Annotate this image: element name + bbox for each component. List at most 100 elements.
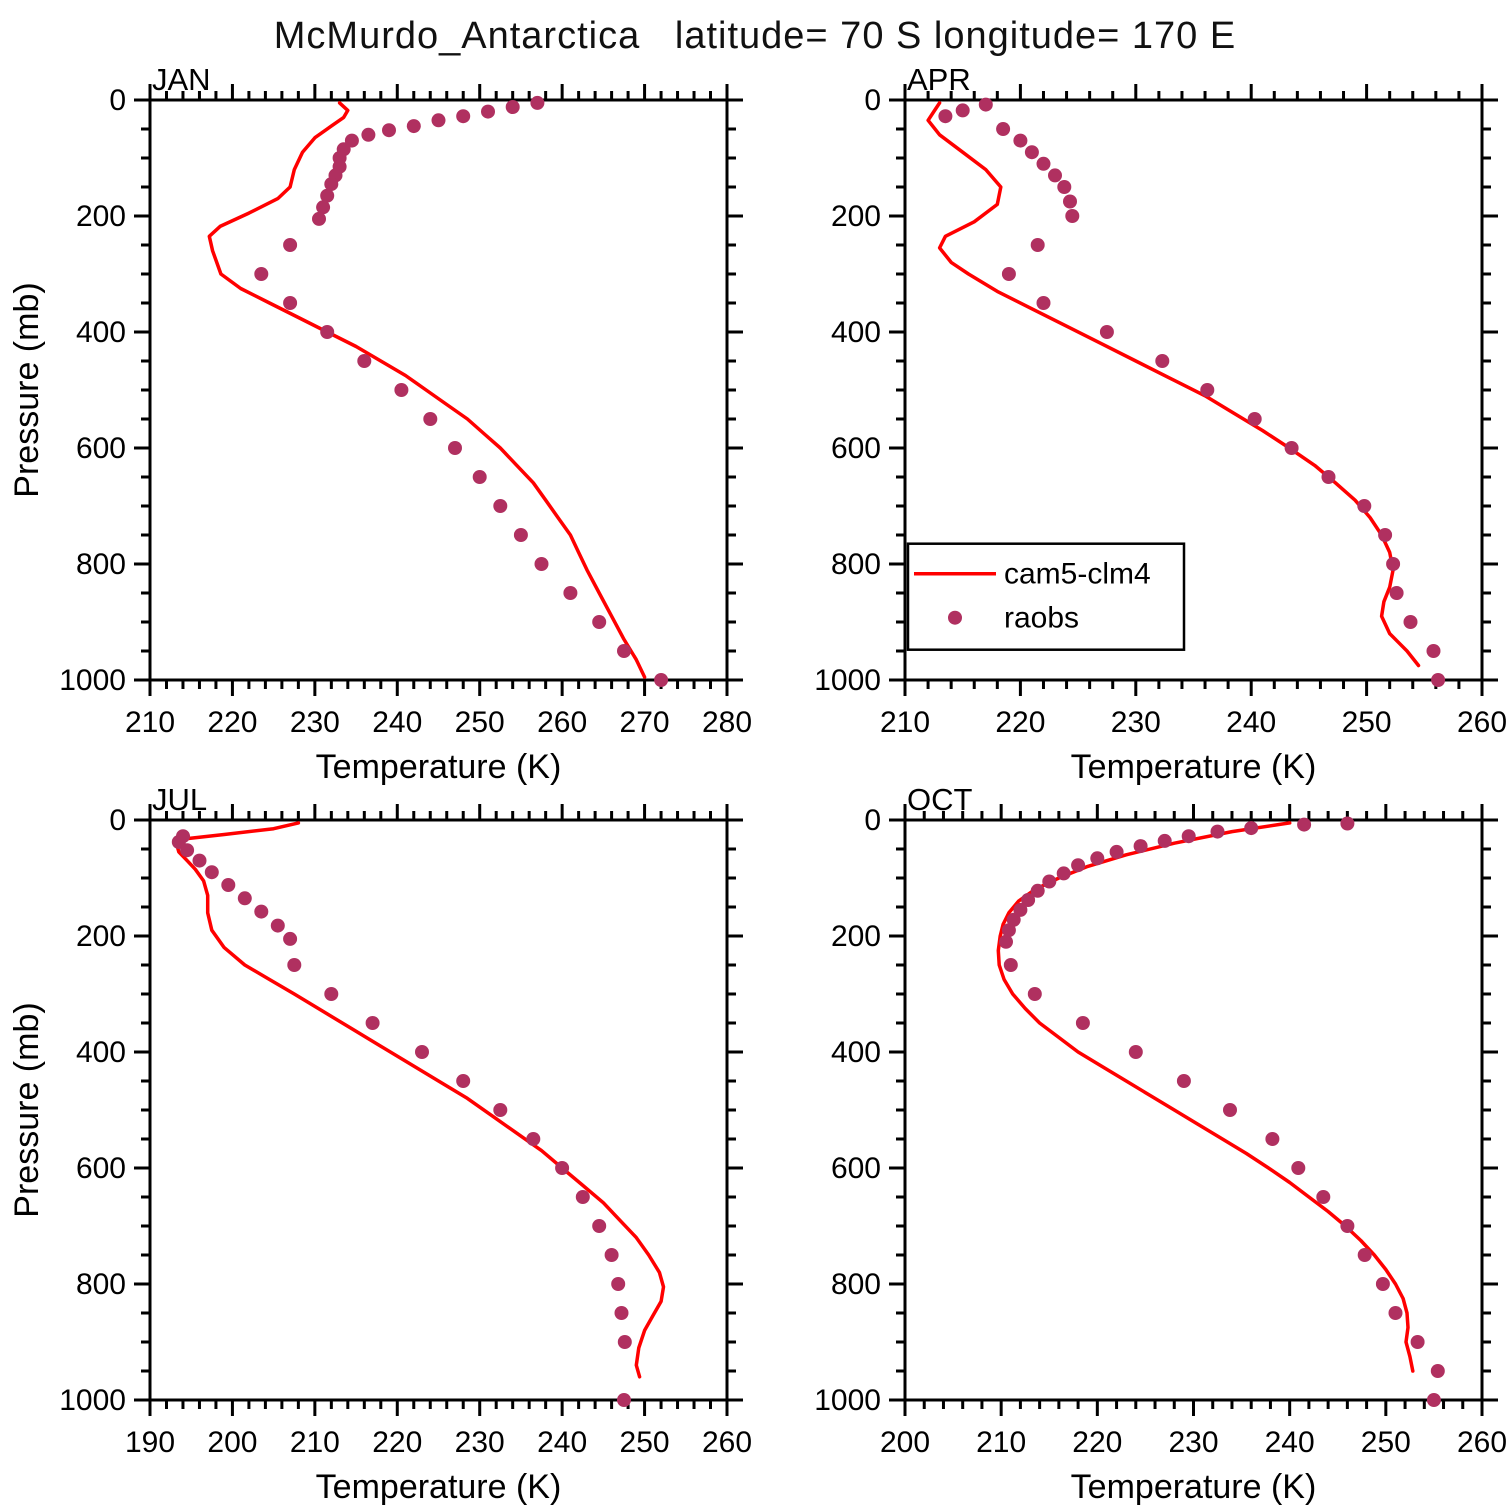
x-axis-title: Temperature (K) — [1071, 1468, 1317, 1506]
x-tick-label: 260 — [1457, 706, 1507, 739]
obs-point — [1013, 133, 1028, 148]
obs-point — [1001, 267, 1016, 281]
axes — [889, 84, 1498, 696]
obs-point — [1291, 1161, 1306, 1175]
obs-point — [1223, 1103, 1237, 1117]
legend: cam5-clm4 raobs — [906, 542, 1186, 651]
x-tick-label: 230 — [1111, 706, 1161, 739]
x-axis-title: Temperature (K) — [1071, 748, 1317, 786]
obs-point — [1003, 958, 1018, 972]
obs-point — [204, 865, 219, 880]
axes — [134, 804, 743, 1416]
y-tick-label: 600 — [831, 1152, 881, 1185]
obs-point — [431, 113, 446, 128]
obs-point — [283, 238, 298, 252]
obs-point — [324, 177, 339, 192]
obs-point — [1426, 644, 1441, 658]
obs-point — [555, 1161, 570, 1175]
obs-point — [1378, 528, 1393, 542]
x-tick-label: 230 — [1168, 1426, 1218, 1459]
obs-point — [1155, 354, 1170, 368]
x-tick-label: 240 — [537, 1426, 587, 1459]
y-tick-label: 800 — [831, 1268, 881, 1301]
obs-point — [287, 958, 302, 972]
obs-point — [1297, 817, 1312, 832]
obs-point — [344, 133, 359, 148]
obs-point — [316, 200, 331, 215]
y-tick-label: 200 — [76, 200, 126, 233]
obs-point — [365, 1016, 380, 1030]
x-tick-label: 230 — [455, 1426, 505, 1459]
obs-point — [320, 325, 335, 339]
obs-point — [1048, 168, 1062, 183]
obs-point — [1024, 145, 1039, 160]
panel-month-label: OCT — [907, 788, 973, 817]
x-tick-label: 210 — [976, 1426, 1026, 1459]
obs-point — [448, 441, 462, 455]
obs-point — [1181, 829, 1196, 844]
obs-point — [938, 109, 953, 124]
obs-point — [1042, 874, 1057, 889]
x-tick-label: 250 — [1361, 1426, 1411, 1459]
obs-point — [1128, 1045, 1143, 1059]
obs-point — [1340, 1219, 1355, 1233]
panel-month-label: APR — [907, 68, 971, 97]
model-line — [996, 821, 1415, 1373]
obs-point — [382, 123, 396, 138]
obs-point — [575, 1190, 590, 1204]
obs-point — [1071, 858, 1086, 873]
obs-point — [481, 104, 495, 119]
obs-point — [1200, 383, 1215, 397]
panel-svg-apr: 210 220 230 240 250 260 0 200 400 600 800 1000 Tempe… — [814, 68, 1507, 786]
figure-title: McMurdo_Antarctica latitude= 70 S longit… — [273, 15, 1237, 57]
x-tick-label: 240 — [1226, 706, 1276, 739]
obs-point — [1375, 1277, 1390, 1291]
x-tick-label: 270 — [620, 706, 670, 739]
obs-point — [423, 412, 438, 426]
obs-point — [505, 100, 520, 114]
obs-point — [1403, 615, 1418, 629]
obs-point — [1013, 902, 1028, 917]
obs-point — [1133, 839, 1148, 854]
y-tick-label: 200 — [831, 200, 881, 233]
model-line — [207, 101, 647, 679]
obs-points — [171, 829, 632, 1407]
obs-point — [1021, 893, 1036, 907]
legend-label-obs: raobs — [1004, 602, 1079, 635]
y-tick-label: 1000 — [814, 1384, 881, 1417]
obs-point — [254, 904, 269, 919]
obs-point — [955, 103, 970, 118]
chart-panel-apr: 210 220 230 240 250 260 0 200 400 600 800 1000 Tempe… — [755, 68, 1510, 788]
obs-point — [270, 918, 285, 933]
x-tick-label: 200 — [207, 1426, 257, 1459]
x-tick-label: 240 — [372, 706, 422, 739]
obs-point — [472, 470, 487, 484]
obs-point — [617, 1335, 632, 1349]
obs-point — [456, 1074, 471, 1088]
x-tick-label: 220 — [1072, 1426, 1122, 1459]
y-tick-label: 200 — [76, 920, 126, 953]
obs-point — [1109, 844, 1124, 859]
y-tick-label: 0 — [864, 84, 881, 117]
x-tick-label: 210 — [290, 1426, 340, 1459]
obs-point — [617, 644, 631, 658]
y-tick-label: 800 — [76, 548, 126, 581]
obs-point — [283, 931, 298, 946]
obs-point — [1036, 156, 1051, 171]
obs-point — [978, 97, 993, 112]
axes — [134, 84, 743, 696]
obs-point — [320, 188, 335, 203]
obs-point — [1006, 912, 1021, 927]
x-tick-label: 260 — [1457, 1426, 1507, 1459]
y-tick-label: 0 — [864, 804, 881, 837]
obs-point — [999, 934, 1013, 949]
x-tick-label: 250 — [1342, 706, 1392, 739]
obs-point — [1090, 851, 1105, 866]
obs-point — [357, 354, 372, 368]
obs-point — [592, 615, 607, 629]
obs-points — [938, 97, 1446, 687]
obs-point — [1001, 923, 1016, 938]
obs-point — [221, 878, 236, 892]
obs-point — [1056, 866, 1071, 881]
